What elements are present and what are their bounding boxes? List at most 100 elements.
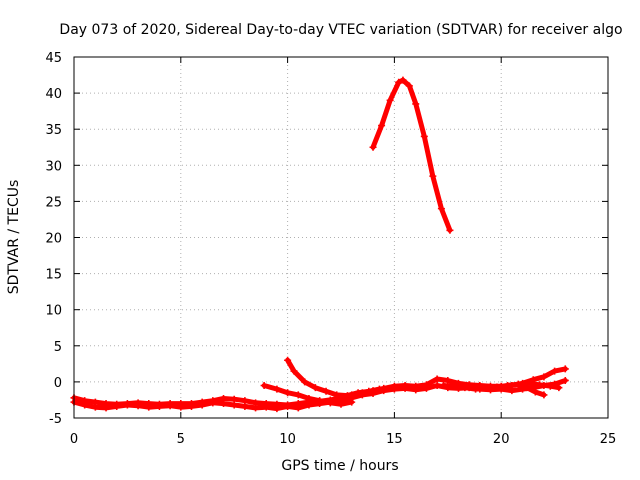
data-point <box>369 143 377 151</box>
data-point <box>536 381 544 389</box>
data-point <box>444 376 452 384</box>
data-point <box>198 401 206 409</box>
data-point <box>437 205 445 213</box>
data-point <box>523 384 531 392</box>
data-point <box>525 379 533 387</box>
data-point <box>294 404 302 412</box>
data-point <box>401 384 409 392</box>
data-point <box>531 388 539 396</box>
data-point <box>113 402 121 410</box>
data-point <box>375 385 383 393</box>
data-point <box>284 389 292 397</box>
data-point <box>514 381 522 389</box>
data-point <box>301 378 309 386</box>
y-tick-label: 10 <box>45 304 62 319</box>
data-point <box>433 375 441 383</box>
data-point <box>386 96 394 104</box>
data-point <box>123 401 131 409</box>
data-point <box>365 387 373 395</box>
x-axis-label: GPS time / hours <box>281 458 398 474</box>
data-point <box>450 382 458 390</box>
data-point <box>551 367 559 375</box>
series-group <box>440 379 563 393</box>
data-point <box>354 389 362 397</box>
series-group <box>514 381 548 399</box>
data-point <box>561 376 569 384</box>
data-point <box>187 402 195 410</box>
data-point <box>390 385 398 393</box>
series-group <box>284 356 383 400</box>
chart-title: Day 073 of 2020, Sidereal Day-to-day VTE… <box>59 22 622 38</box>
data-point <box>290 367 298 375</box>
data-point <box>333 391 341 399</box>
data-point <box>493 383 501 391</box>
x-tick-label: 0 <box>70 432 78 447</box>
data-point <box>102 404 110 412</box>
data-point <box>134 402 142 410</box>
y-tick-label: 40 <box>45 87 62 102</box>
x-tick-label: 15 <box>386 432 403 447</box>
data-point <box>429 172 437 180</box>
y-tick-label: 5 <box>54 340 62 355</box>
data-point <box>508 387 516 395</box>
data-point <box>305 395 313 403</box>
data-point <box>177 403 185 411</box>
data-point <box>273 405 281 413</box>
y-tick-label: 0 <box>54 376 62 391</box>
data-point <box>555 384 563 392</box>
data-point <box>540 391 548 399</box>
series-group <box>369 76 454 234</box>
data-point <box>91 403 99 411</box>
data-point <box>145 403 153 411</box>
data-point <box>343 392 351 400</box>
series-line <box>515 382 547 398</box>
data-point <box>220 400 228 408</box>
data-point <box>316 397 324 405</box>
y-tick-label: 25 <box>45 195 62 210</box>
plot-frame <box>73 56 609 419</box>
data-point <box>348 398 356 406</box>
data-point <box>166 402 174 410</box>
data-point <box>209 399 217 407</box>
data-series <box>70 76 569 413</box>
y-tick-label: 35 <box>45 123 62 138</box>
series-line <box>285 357 382 399</box>
data-point <box>326 399 334 407</box>
data-point <box>422 384 430 392</box>
data-point <box>395 78 403 86</box>
data-point <box>561 365 569 373</box>
data-point <box>262 403 270 411</box>
data-point <box>472 385 480 393</box>
data-point <box>405 82 413 90</box>
y-tick-label: 15 <box>45 268 62 283</box>
data-point <box>399 76 407 84</box>
y-tick-label: 45 <box>45 51 62 66</box>
data-point <box>504 382 512 390</box>
data-point <box>252 404 260 412</box>
data-point <box>433 382 441 390</box>
data-point <box>230 401 238 409</box>
data-point <box>284 402 292 410</box>
data-point <box>546 382 554 390</box>
data-point <box>241 402 249 410</box>
x-tick-label: 5 <box>177 432 185 447</box>
x-tick-label: 10 <box>279 432 296 447</box>
data-point <box>311 384 319 392</box>
x-tick-label: 25 <box>600 432 617 447</box>
data-point <box>482 384 490 392</box>
data-point <box>412 100 420 108</box>
data-point <box>446 226 454 234</box>
data-point <box>273 385 281 393</box>
axis-ticks: 0 5 10 15 20 25 -5 0 5 10 15 20 25 30 35 40 45 <box>45 51 616 447</box>
data-point <box>294 391 302 399</box>
y-tick-label: -5 <box>49 412 62 427</box>
x-tick-label: 20 <box>493 432 510 447</box>
data-point <box>337 400 345 408</box>
data-point <box>305 401 313 409</box>
y-tick-label: 30 <box>45 159 62 174</box>
data-point <box>420 132 428 140</box>
series-group <box>260 382 356 408</box>
data-point <box>322 387 330 395</box>
data-point <box>284 356 292 364</box>
